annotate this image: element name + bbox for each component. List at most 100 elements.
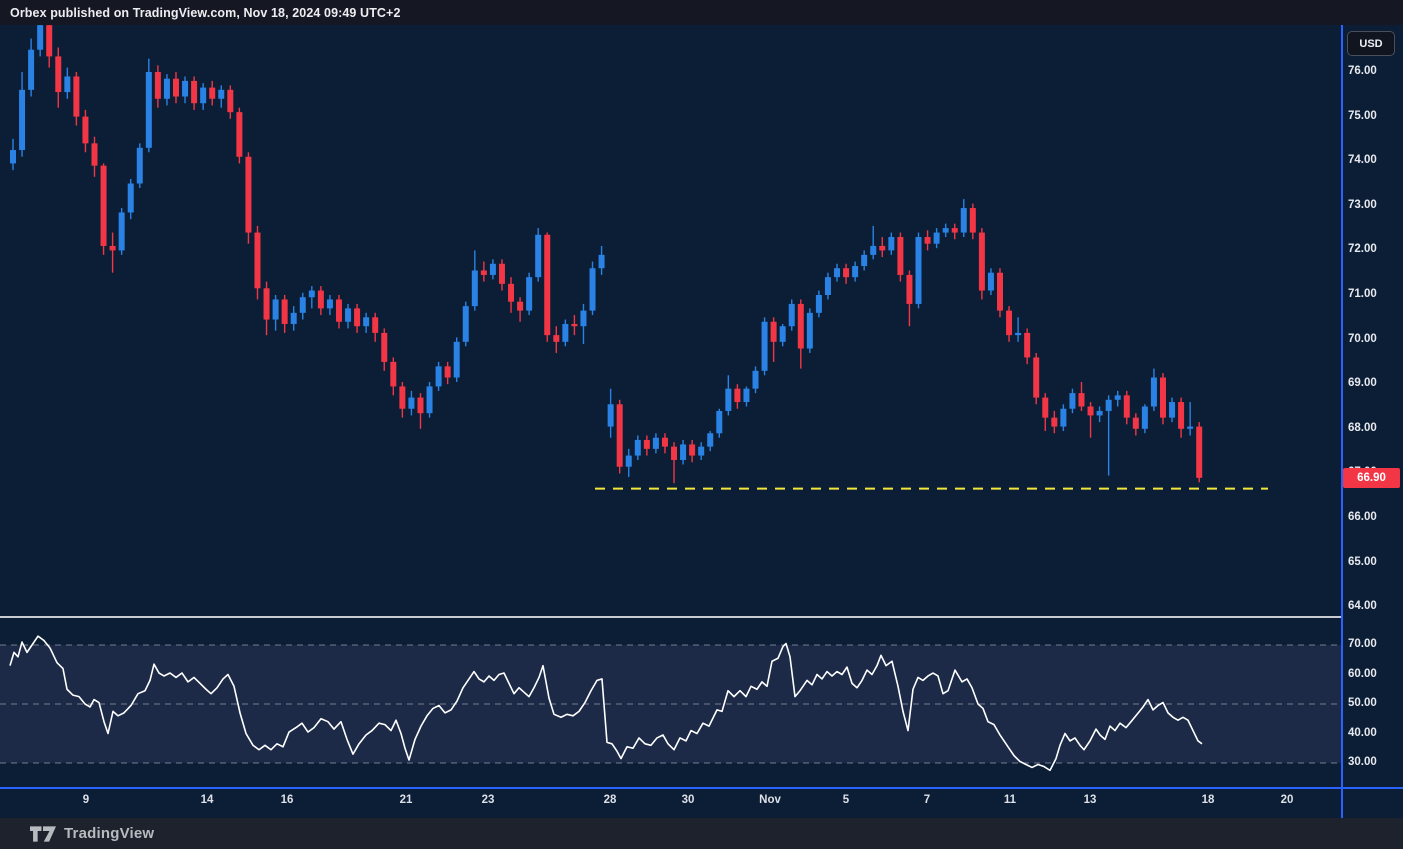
candle-body [815, 295, 822, 313]
time-axis-label: 21 [399, 794, 413, 806]
candle-body [1051, 417, 1058, 427]
candle-body [1087, 406, 1094, 416]
candle-body [680, 444, 687, 461]
candle-body [888, 237, 895, 251]
price-axis-label: 66.00 [1348, 511, 1377, 523]
candle-body [1114, 395, 1121, 400]
candle-body [19, 89, 26, 151]
time-axis-label: Nov [759, 794, 781, 806]
rsi-pane-canvas[interactable] [0, 618, 1341, 787]
candle-body [299, 297, 306, 313]
pane-separator[interactable] [0, 616, 1341, 618]
candle-body [643, 439, 650, 449]
candle-body [272, 299, 279, 320]
candle-body [154, 72, 161, 99]
rsi-axis-label: 70.00 [1348, 638, 1377, 650]
tradingview-wordmark[interactable]: TradingView [64, 825, 155, 842]
candle-body [236, 112, 243, 157]
candle-body [381, 332, 388, 362]
candle-body [1141, 406, 1148, 429]
candle-body [163, 78, 170, 99]
candle-body [969, 208, 976, 233]
candle-body [172, 78, 179, 97]
candle-body [544, 234, 551, 336]
attribution-bar: Orbex published on TradingView.com, Nov … [0, 0, 1403, 25]
candle-body [471, 270, 478, 307]
time-axis-label: 28 [603, 794, 617, 806]
candle-body [1042, 397, 1049, 418]
candle-body [498, 263, 505, 284]
candle-body [209, 87, 216, 99]
candle-body [1015, 332, 1022, 336]
candle-body [1196, 426, 1203, 478]
price-axis-label: 69.00 [1348, 377, 1377, 390]
candle-body [834, 268, 841, 278]
time-axis-label: 16 [280, 794, 294, 806]
price-pane-canvas[interactable] [0, 25, 1341, 616]
candle-body [978, 232, 985, 291]
candle-body [861, 254, 868, 267]
time-axis-label: 23 [481, 794, 495, 806]
candle-body [580, 310, 587, 327]
candle-body [28, 49, 35, 90]
candle-body [951, 228, 958, 233]
candle-body [897, 237, 904, 275]
candle-body [37, 25, 44, 50]
candle-body [218, 89, 225, 99]
candle-body [797, 303, 804, 349]
candle-body [335, 299, 342, 322]
last-price-value: 66.90 [1357, 471, 1386, 484]
candle-body [734, 388, 741, 403]
attribution-text: Orbex published on TradingView.com, Nov … [10, 5, 401, 20]
price-axis-label: 65.00 [1348, 555, 1377, 568]
candle-body [109, 245, 116, 251]
candle-body [281, 299, 288, 324]
candle-body [1178, 402, 1185, 429]
candle-body [308, 290, 315, 298]
candle-body [1187, 426, 1194, 429]
candle-body [607, 404, 614, 427]
candle-body [571, 323, 578, 327]
candle-body [263, 288, 270, 320]
price-axis-label: 74.00 [1348, 154, 1377, 167]
candle-body [363, 317, 370, 327]
candle-body [10, 150, 16, 164]
price-axis-label: 75.00 [1348, 109, 1377, 122]
candle-body [46, 25, 53, 57]
candle-body [508, 283, 515, 302]
candle-body [191, 80, 198, 104]
candle-body [852, 266, 859, 278]
candle-body [1078, 393, 1085, 407]
currency-badge[interactable]: USD [1347, 31, 1395, 56]
candle-body [942, 228, 949, 233]
candle-body [136, 147, 143, 184]
candle-body [118, 212, 125, 251]
candle-body [698, 446, 705, 456]
candle-body [779, 326, 786, 342]
candle-body [1024, 332, 1031, 358]
time-axis-label: 14 [200, 794, 214, 806]
candle-body [788, 303, 795, 327]
time-axis-label: 13 [1083, 794, 1097, 806]
candle-body [1060, 408, 1067, 427]
candle-body [462, 306, 469, 342]
candle-body [1123, 395, 1130, 418]
candle-body [1150, 377, 1157, 407]
candle-body [924, 237, 931, 244]
candle-body [960, 208, 967, 233]
candle-body [354, 308, 361, 327]
candle-body [55, 56, 62, 93]
candle-body [553, 335, 560, 342]
candle-body [390, 361, 397, 387]
price-axis-border [1341, 25, 1343, 818]
time-axis-label: 18 [1201, 794, 1215, 806]
candle-body [770, 321, 777, 342]
candle-body [725, 388, 732, 411]
candle-body [127, 183, 134, 213]
candle-body [317, 290, 324, 309]
time-axis-border [0, 787, 1403, 789]
tradingview-logo-icon[interactable] [30, 825, 56, 842]
candle-body [1169, 402, 1176, 418]
price-axis-label: 73.00 [1348, 198, 1377, 211]
